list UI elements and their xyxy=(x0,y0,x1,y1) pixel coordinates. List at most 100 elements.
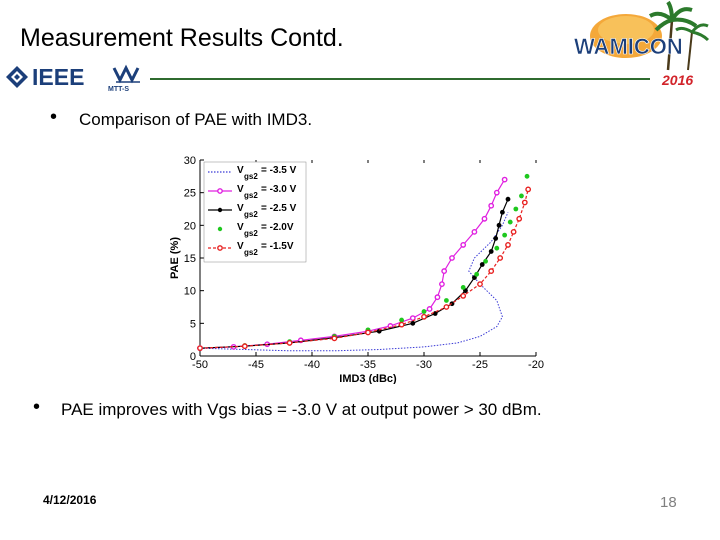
series-3 xyxy=(197,173,530,351)
x-tick-label: -50 xyxy=(192,359,208,371)
data-point xyxy=(286,340,293,346)
conference-year: 2016 xyxy=(662,72,694,88)
data-point xyxy=(439,281,445,288)
legend-label-sub: gs2 xyxy=(244,229,258,238)
series-4 xyxy=(197,186,532,352)
data-point xyxy=(474,271,480,277)
data-point xyxy=(197,345,203,352)
data-point xyxy=(496,222,502,228)
legend-label-main: V xyxy=(237,203,244,214)
data-point xyxy=(421,313,427,320)
y-axis-label: PAE (%) xyxy=(169,237,181,279)
data-point xyxy=(488,202,495,209)
data-point xyxy=(441,268,448,274)
legend-marker xyxy=(217,188,223,194)
header-divider xyxy=(150,78,650,80)
data-point xyxy=(521,199,528,206)
x-tick-label: -25 xyxy=(472,359,488,371)
series-line xyxy=(199,212,509,352)
data-point xyxy=(524,173,530,179)
data-point xyxy=(483,258,488,264)
x-tick-label: -20 xyxy=(528,359,544,371)
legend-label-main: V xyxy=(237,184,244,195)
data-point xyxy=(471,228,478,235)
legend-label-sub: gs2 xyxy=(244,172,258,181)
data-point xyxy=(497,255,504,261)
mtts-logo-icon xyxy=(112,64,140,84)
legend-label-value: = -3.5 V xyxy=(261,165,297,176)
series-0 xyxy=(199,212,509,352)
chart-svg: 0 5 10 15 20 25 30 -50 -45 -40 -35 -30 -25 -20 IMD3 (d… xyxy=(169,155,544,385)
legend-marker xyxy=(217,245,223,251)
legend-label-value: = -1.5V xyxy=(261,241,294,252)
x-tick-label: -30 xyxy=(416,359,432,371)
x-tick-label: -35 xyxy=(360,359,376,371)
legend-label-value: = -2.5 V xyxy=(261,203,297,214)
data-point xyxy=(365,329,371,336)
data-point xyxy=(399,317,404,323)
legend-label-sub: gs2 xyxy=(244,210,258,219)
y-tick-label: 5 xyxy=(190,318,196,330)
legend-label-sub: gs2 xyxy=(244,248,258,257)
y-tick-label: 30 xyxy=(184,155,196,167)
data-point xyxy=(500,209,505,215)
footer-date: 4/12/2016 xyxy=(43,493,97,507)
data-point xyxy=(421,309,427,314)
legend-label-main: V xyxy=(237,241,244,252)
legend-label-main: V xyxy=(237,165,244,176)
y-tick-label: 25 xyxy=(184,188,196,200)
data-point xyxy=(449,301,455,307)
ieee-diamond-icon xyxy=(6,66,28,88)
legend-label-value: = -3.0 V xyxy=(261,184,297,195)
data-point xyxy=(513,206,519,212)
data-point xyxy=(460,285,466,290)
wamicon-logo-icon: WAMICON xyxy=(574,0,710,71)
y-tick-label: 20 xyxy=(184,220,196,232)
legend-marker xyxy=(217,207,223,213)
data-point xyxy=(505,242,511,248)
data-point xyxy=(510,228,517,235)
data-point xyxy=(444,298,449,303)
y-tick-label: 0 xyxy=(190,351,196,363)
data-point xyxy=(398,321,405,328)
data-point xyxy=(426,306,433,312)
data-point xyxy=(460,292,467,299)
data-point xyxy=(477,281,483,288)
data-point xyxy=(494,245,500,251)
data-point xyxy=(479,262,485,267)
data-point xyxy=(516,215,523,222)
data-point xyxy=(460,242,467,248)
mtts-wordmark: MTT-S xyxy=(108,86,129,93)
data-point xyxy=(443,304,450,310)
legend-label-main: V xyxy=(237,222,244,233)
bullet-2-symbol: • xyxy=(33,396,41,418)
data-point xyxy=(525,186,532,193)
data-point xyxy=(432,311,438,316)
x-tick-label: -40 xyxy=(304,359,320,371)
data-point xyxy=(488,268,495,274)
legend-marker xyxy=(217,226,223,232)
data-point xyxy=(434,294,441,301)
y-tick-label: 10 xyxy=(184,286,196,298)
data-point xyxy=(502,232,508,238)
data-point xyxy=(507,219,513,225)
data-point xyxy=(481,215,488,222)
x-tick-label: -45 xyxy=(248,359,264,371)
data-point xyxy=(519,193,524,199)
x-axis-label: IMD3 (dBc) xyxy=(339,373,397,384)
data-point xyxy=(493,236,499,241)
legend-label-sub: gs2 xyxy=(244,191,258,200)
data-point xyxy=(449,255,455,261)
bullet-2-text: PAE improves with Vgs bias = -3.0 V at o… xyxy=(61,400,542,419)
data-point xyxy=(493,189,500,196)
bullet-1-symbol: • xyxy=(50,106,58,128)
slide-title: Measurement Results Contd. xyxy=(20,24,344,52)
data-point xyxy=(505,196,511,202)
wamicon-wordmark: WAMICON xyxy=(574,34,683,59)
ieee-logo: IEEE xyxy=(6,64,84,90)
bullet-1-text: Comparison of PAE with IMD3. xyxy=(79,110,313,129)
data-point xyxy=(410,320,416,326)
data-point xyxy=(501,176,508,183)
y-tick-label: 15 xyxy=(184,253,196,265)
